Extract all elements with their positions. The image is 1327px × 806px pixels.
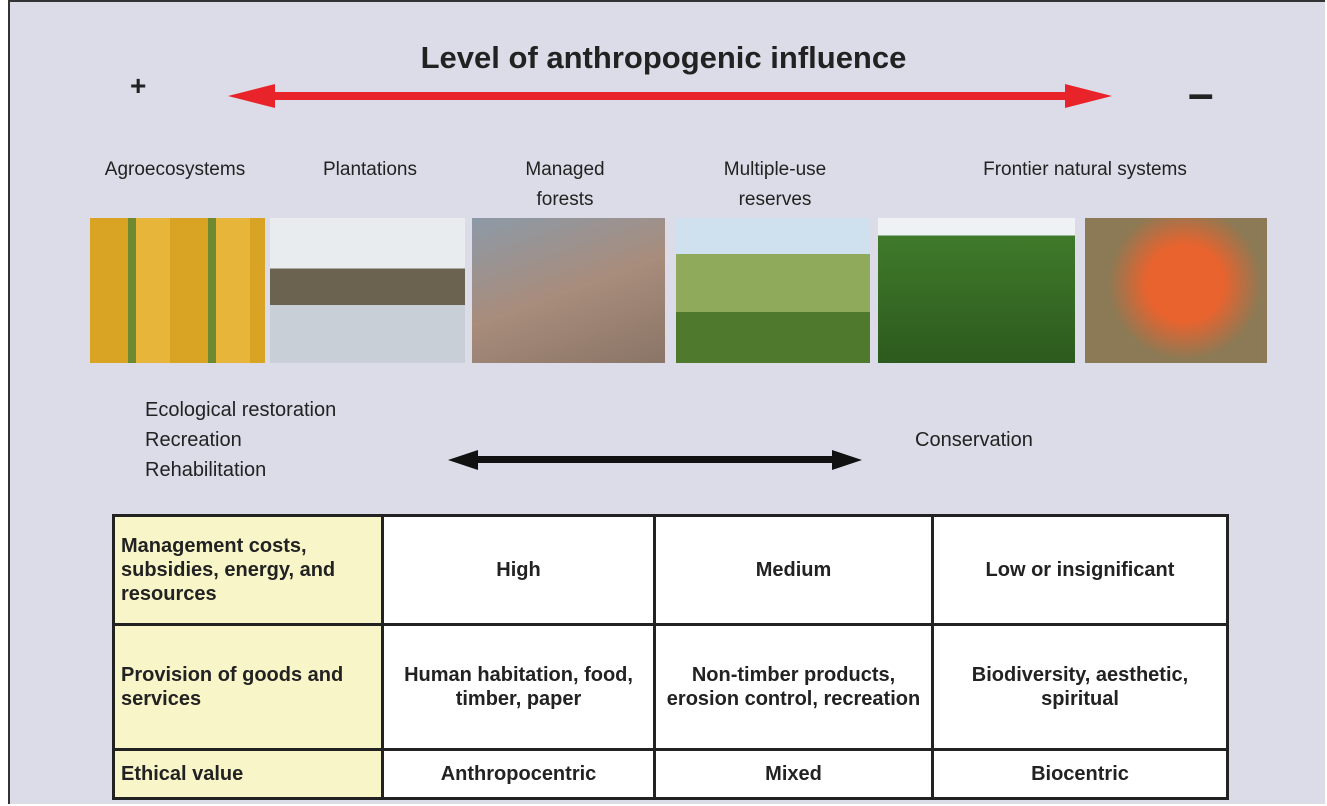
table-cell: High [383,516,655,625]
system-label: Agroecosystems [75,155,275,185]
system-label: Plantations [300,155,440,185]
photo-lily [1085,218,1267,363]
system-label: Multiple-use reserves [690,155,860,215]
table-row: Management costs, subsidies, energy, and… [114,516,1228,625]
comparison-table: Management costs, subsidies, energy, and… [112,514,1229,800]
system-label: Frontier natural systems [935,155,1235,185]
approach-label: Ecological restoration [145,395,336,425]
photo-corn [90,218,265,363]
photo-reserve [676,218,870,363]
row-header: Ethical value [114,750,383,799]
page: Level of anthropogenic influence + – Agr… [0,0,1327,806]
system-label: Managed forests [505,155,625,215]
table-cell: Human habitation, food, timber, paper [383,625,655,750]
photo-forest [472,218,665,363]
table-cell: Low or insignificant [933,516,1228,625]
approach-label: Recreation [145,425,242,455]
table-cell: Anthropocentric [383,750,655,799]
table-cell: Biocentric [933,750,1228,799]
table-cell: Mixed [655,750,933,799]
black-arrow [448,450,862,470]
row-header: Management costs, subsidies, energy, and… [114,516,383,625]
approach-label: Rehabilitation [145,455,266,485]
row-header: Provision of goods and services [114,625,383,750]
photo-plantation [270,218,465,363]
table-cell: Non-timber products, erosion control, re… [655,625,933,750]
photo-natural [878,218,1075,363]
red-arrow [228,84,1112,108]
table-cell: Medium [655,516,933,625]
table-cell: Biodiversity, aesthetic, spiritual [933,625,1228,750]
approach-label: Conservation [915,425,1033,455]
